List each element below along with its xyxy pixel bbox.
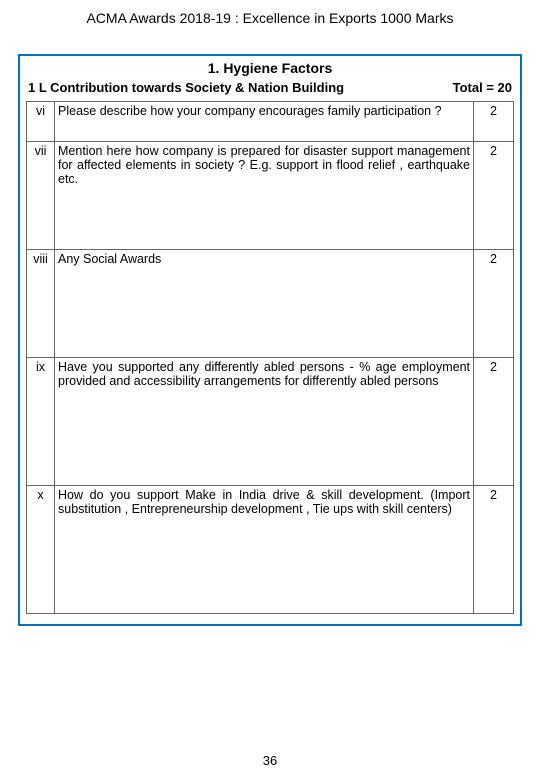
- section-title: 1. Hygiene Factors: [26, 60, 514, 76]
- subsection-right: Total = 20: [453, 80, 512, 95]
- main-box: 1. Hygiene Factors 1 L Contribution towa…: [18, 54, 522, 626]
- row-description: Any Social Awards: [55, 250, 474, 358]
- row-description: Mention here how company is prepared for…: [55, 142, 474, 250]
- row-number: viii: [27, 250, 55, 358]
- page-title: ACMA Awards 2018-19 : Excellence in Expo…: [18, 10, 522, 26]
- row-marks: 2: [474, 486, 514, 614]
- row-number: vii: [27, 142, 55, 250]
- row-description: How do you support Make in India drive &…: [55, 486, 474, 614]
- row-marks: 2: [474, 102, 514, 142]
- table-row: viii Any Social Awards 2: [27, 250, 514, 358]
- page-number: 36: [0, 753, 540, 768]
- criteria-table: vi Please describe how your company enco…: [26, 101, 514, 614]
- table-row: ix Have you supported any differently ab…: [27, 358, 514, 486]
- row-number: ix: [27, 358, 55, 486]
- subsection-left: 1 L Contribution towards Society & Natio…: [28, 80, 344, 95]
- row-number: vi: [27, 102, 55, 142]
- row-marks: 2: [474, 358, 514, 486]
- table-row: x How do you support Make in India drive…: [27, 486, 514, 614]
- table-row: vii Mention here how company is prepared…: [27, 142, 514, 250]
- subsection-row: 1 L Contribution towards Society & Natio…: [26, 80, 514, 95]
- row-marks: 2: [474, 250, 514, 358]
- row-description: Have you supported any differently abled…: [55, 358, 474, 486]
- row-description: Please describe how your company encoura…: [55, 102, 474, 142]
- row-marks: 2: [474, 142, 514, 250]
- row-number: x: [27, 486, 55, 614]
- table-row: vi Please describe how your company enco…: [27, 102, 514, 142]
